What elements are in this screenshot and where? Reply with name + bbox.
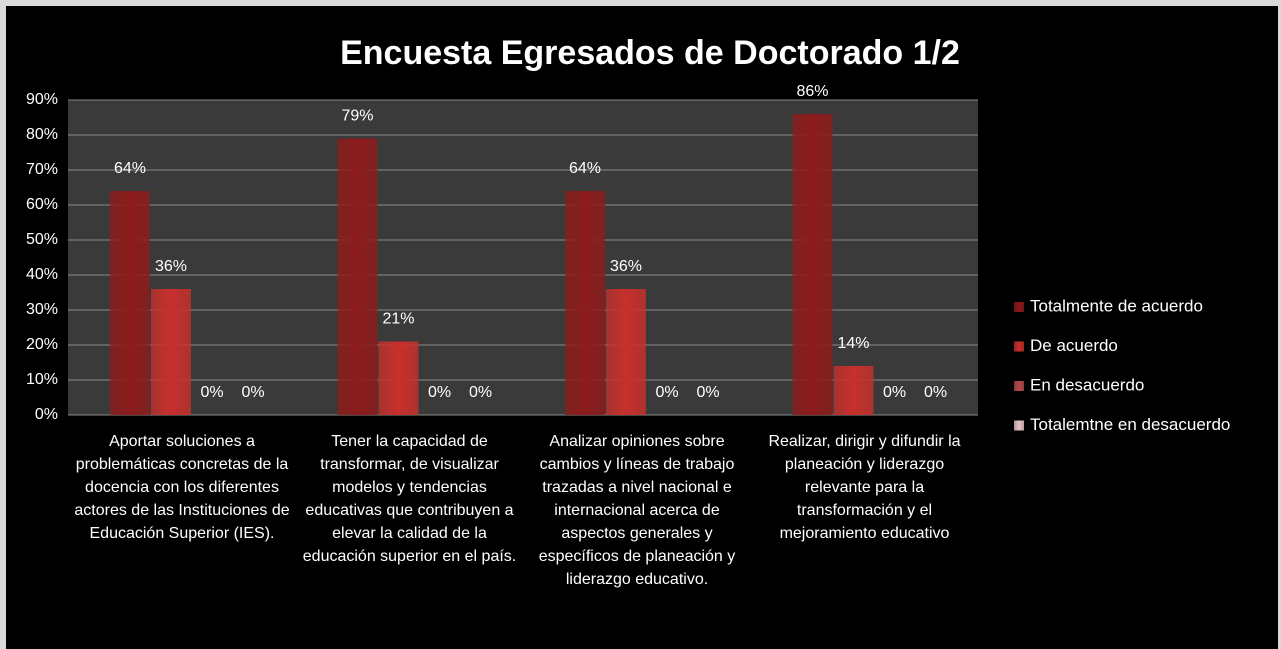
data-label: 36% (610, 258, 642, 275)
legend-marker (1014, 302, 1024, 312)
bar (110, 191, 150, 415)
data-label: 0% (883, 384, 906, 401)
legend-label: Totalemtne en desacuerdo (1030, 415, 1230, 434)
bar (792, 114, 833, 415)
y-tick-label: 60% (26, 196, 58, 213)
bar (606, 289, 646, 415)
data-label: 0% (428, 384, 451, 401)
y-tick-label: 90% (26, 91, 58, 108)
data-label: 0% (696, 384, 719, 401)
bar (378, 341, 419, 415)
y-tick-label: 0% (35, 406, 58, 423)
legend-label: De acuerdo (1030, 336, 1118, 355)
y-tick-label: 40% (26, 266, 58, 283)
data-label: 21% (382, 311, 414, 328)
data-label: 0% (241, 384, 264, 401)
y-tick-label: 20% (26, 336, 58, 353)
y-tick-label: 50% (26, 231, 58, 248)
x-tick-label: Tener la capacidad de transformar, de vi… (302, 433, 517, 565)
data-label: 64% (569, 160, 601, 177)
legend-label: En desacuerdo (1030, 375, 1144, 394)
data-label: 0% (655, 384, 678, 401)
bar (833, 366, 874, 415)
x-tick-label: Realizar, dirigir y difundir la planeaci… (768, 433, 961, 542)
bar (151, 289, 191, 415)
legend-marker (1014, 341, 1024, 352)
legend-label: Totalmente de acuerdo (1030, 296, 1203, 315)
data-label: 86% (796, 83, 828, 100)
chart-title: Encuesta Egresados de Doctorado 1/2 (340, 34, 960, 72)
bar (337, 138, 378, 415)
bar (565, 191, 605, 415)
y-tick-label: 30% (26, 301, 58, 318)
data-label: 36% (155, 258, 187, 275)
legend-marker (1014, 381, 1024, 391)
y-tick-label: 10% (26, 371, 58, 388)
y-tick-label: 70% (26, 161, 58, 178)
data-label: 79% (341, 108, 373, 125)
y-tick-label: 80% (26, 126, 58, 143)
legend-marker (1014, 420, 1024, 431)
x-tick-label: Aportar soluciones a problemáticas concr… (74, 433, 290, 542)
data-label: 14% (837, 335, 869, 352)
data-label: 0% (200, 384, 223, 401)
data-label: 0% (469, 384, 492, 401)
data-label: 64% (114, 160, 146, 177)
data-label: 0% (924, 384, 947, 401)
x-tick-label: Analizar opiniones sobre cambios y línea… (538, 433, 736, 588)
